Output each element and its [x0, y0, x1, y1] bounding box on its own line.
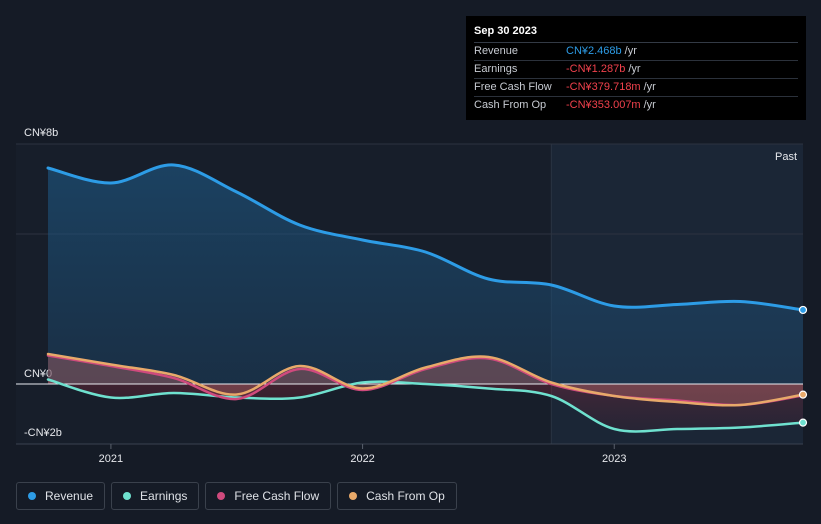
tooltip-row-cash-from-op: Cash From Op -CN¥353.007m /yr — [474, 97, 798, 114]
tooltip-panel: Sep 30 2023 Revenue CN¥2.468b /yr Earnin… — [466, 16, 806, 120]
x-tick-label: 2022 — [350, 453, 374, 465]
cash-from-op-area — [48, 354, 803, 406]
legend: Revenue Earnings Free Cash Flow Cash Fro… — [16, 482, 457, 512]
earnings-end-marker — [798, 418, 808, 427]
legend-item-cash-from-op[interactable]: Cash From Op — [337, 482, 457, 510]
tooltip-date: Sep 30 2023 — [474, 25, 798, 43]
past-label: Past — [775, 151, 797, 163]
revenue-line — [46, 163, 805, 312]
y-tick-label: -CN¥2b — [24, 427, 62, 439]
tooltip-label: Free Cash Flow — [474, 81, 552, 93]
tooltip-row-earnings: Earnings -CN¥1.287b /yr — [474, 61, 798, 79]
tooltip-unit: /yr — [628, 63, 641, 75]
x-tick-label: 2021 — [99, 453, 123, 465]
tooltip-unit: /yr — [643, 81, 656, 93]
tooltip-row-revenue: Revenue CN¥2.468b /yr — [474, 43, 798, 61]
y-tick-label: CN¥8b — [24, 127, 58, 139]
tooltip-row-free-cash-flow: Free Cash Flow -CN¥379.718m /yr — [474, 79, 798, 97]
tooltip-value: -CN¥1.287b — [566, 63, 626, 75]
legend-item-free-cash-flow[interactable]: Free Cash Flow — [205, 482, 332, 510]
legend-dot-icon — [123, 492, 132, 500]
cash-from-op-line — [46, 352, 805, 407]
revenue-end-marker — [798, 305, 808, 315]
legend-label: Earnings — [140, 489, 188, 503]
earnings-area — [48, 379, 803, 432]
x-tick-label: 2023 — [602, 453, 626, 465]
legend-label: Revenue — [45, 489, 94, 503]
free-cash-flow-area — [48, 355, 803, 406]
tooltip-value: CN¥2.468b — [566, 45, 622, 57]
cash-from-op-end-marker — [798, 390, 808, 399]
y-tick-label: CN¥0 — [24, 368, 52, 380]
legend-dot-icon — [349, 492, 358, 500]
earnings-line — [46, 378, 805, 433]
tooltip-value: -CN¥379.718m — [566, 81, 641, 93]
revenue-area — [48, 164, 803, 384]
tooltip-unit: /yr — [643, 99, 656, 111]
tooltip-unit: /yr — [624, 45, 637, 57]
free-cash-flow-line — [46, 354, 805, 407]
legend-item-earnings[interactable]: Earnings — [111, 482, 200, 510]
legend-item-revenue[interactable]: Revenue — [16, 482, 106, 510]
legend-label: Cash From Op — [366, 489, 445, 503]
tooltip-value: -CN¥353.007m — [566, 99, 641, 111]
legend-dot-icon — [217, 492, 226, 500]
tooltip-label: Earnings — [474, 63, 518, 75]
legend-dot-icon — [28, 492, 36, 500]
legend-label: Free Cash Flow — [234, 489, 320, 503]
tooltip-label: Cash From Op — [474, 99, 547, 111]
tooltip-label: Revenue — [474, 45, 519, 57]
